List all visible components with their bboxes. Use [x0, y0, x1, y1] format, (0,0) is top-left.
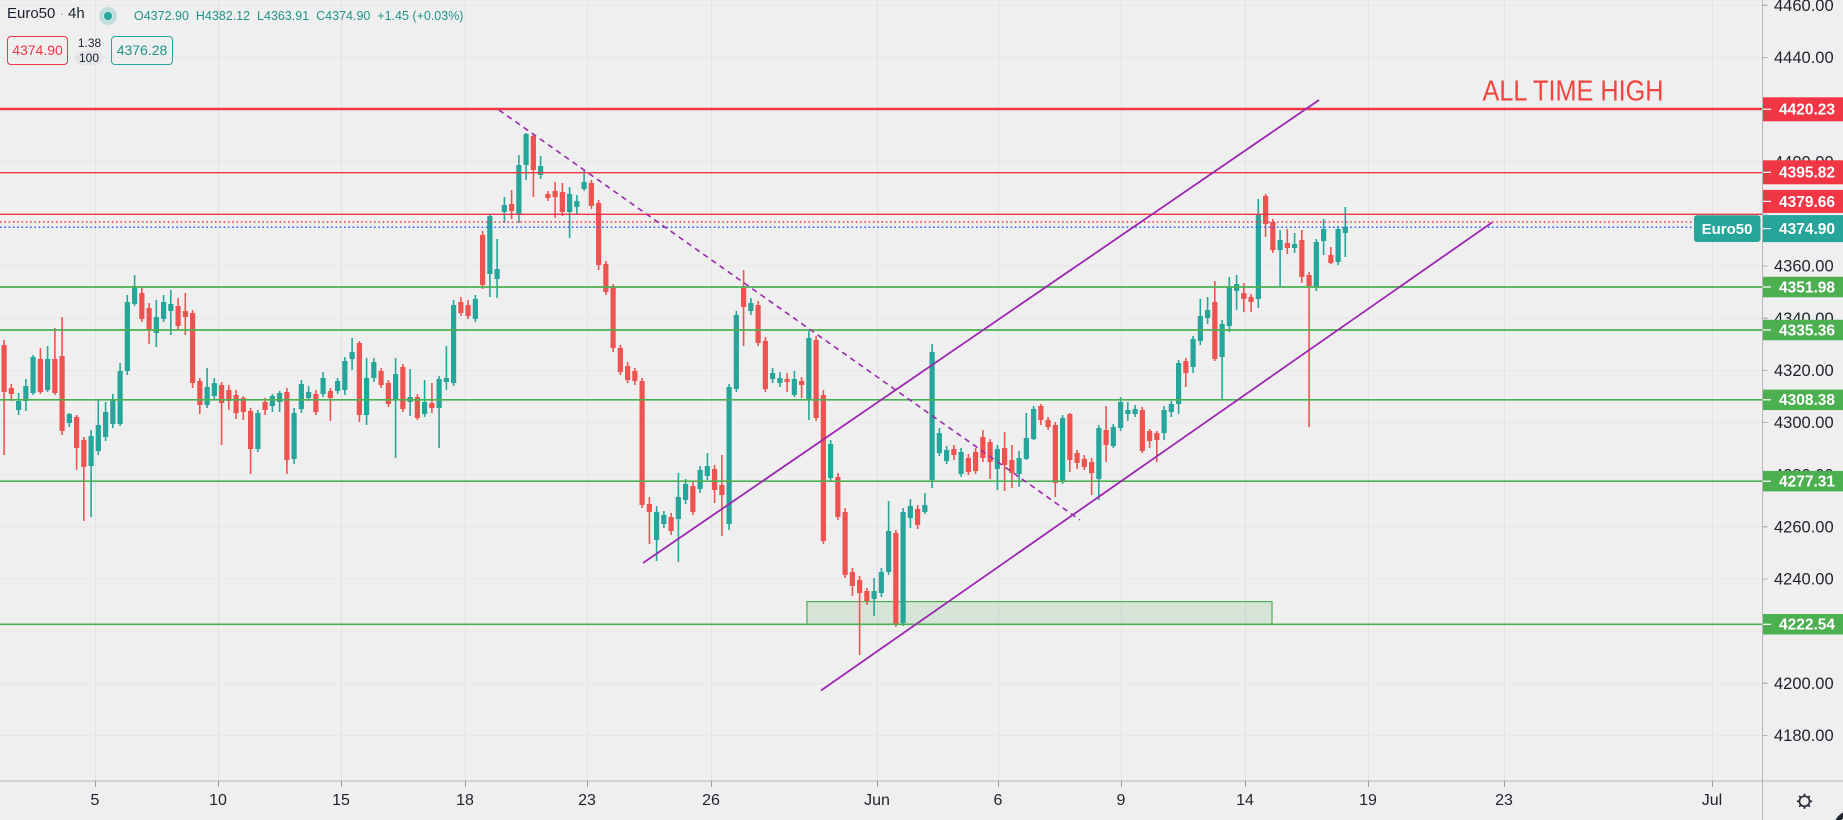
- svg-text:Jun: Jun: [864, 792, 890, 809]
- svg-text:4395.82: 4395.82: [1779, 165, 1835, 182]
- svg-text:4374.90: 4374.90: [1779, 221, 1835, 238]
- svg-text:4335.36: 4335.36: [1779, 322, 1835, 339]
- svg-text:4351.98: 4351.98: [1779, 279, 1835, 296]
- svg-text:19: 19: [1359, 792, 1377, 809]
- svg-text:4320.00: 4320.00: [1774, 362, 1834, 380]
- svg-text:18: 18: [456, 792, 474, 809]
- svg-text:26: 26: [702, 792, 720, 809]
- svg-text:4379.66: 4379.66: [1779, 194, 1835, 211]
- svg-text:9: 9: [1117, 792, 1126, 809]
- svg-text:5: 5: [91, 792, 100, 809]
- svg-text:4300.00: 4300.00: [1774, 414, 1834, 432]
- svg-text:6: 6: [994, 792, 1003, 809]
- svg-text:4222.54: 4222.54: [1779, 617, 1835, 634]
- svg-text:4420.23: 4420.23: [1779, 102, 1835, 119]
- svg-text:15: 15: [332, 792, 350, 809]
- svg-text:4240.00: 4240.00: [1774, 571, 1834, 589]
- svg-text:4277.31: 4277.31: [1779, 474, 1835, 491]
- svg-text:ALL TIME HIGH: ALL TIME HIGH: [1483, 76, 1664, 108]
- svg-text:Jul: Jul: [1702, 792, 1722, 809]
- svg-text:14: 14: [1236, 792, 1254, 809]
- svg-text:4308.38: 4308.38: [1779, 392, 1835, 409]
- svg-text:4460.00: 4460.00: [1774, 0, 1834, 15]
- svg-text:4180.00: 4180.00: [1774, 727, 1834, 745]
- svg-text:4440.00: 4440.00: [1774, 49, 1834, 67]
- svg-text:23: 23: [578, 792, 596, 809]
- svg-text:23: 23: [1495, 792, 1513, 809]
- svg-text:Euro50: Euro50: [1702, 221, 1753, 238]
- svg-text:4200.00: 4200.00: [1774, 675, 1834, 693]
- svg-text:4360.00: 4360.00: [1774, 258, 1834, 276]
- svg-text:4260.00: 4260.00: [1774, 518, 1834, 536]
- svg-text:10: 10: [209, 792, 227, 809]
